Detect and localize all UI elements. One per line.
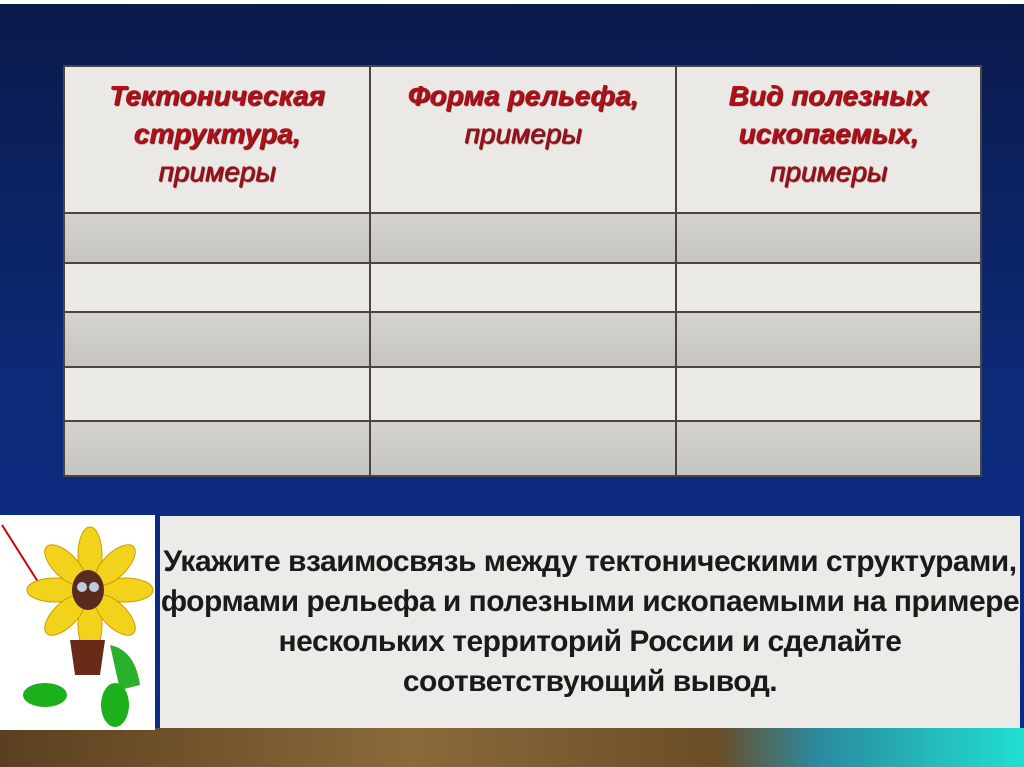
- mascot-image: [0, 515, 155, 730]
- table-row: [63, 311, 982, 368]
- task-box: Укажите взаимосвязь между тектоническими…: [160, 516, 1020, 728]
- header-subtitle: примеры: [464, 118, 582, 149]
- table-row: [63, 262, 982, 313]
- header-subtitle: примеры: [158, 156, 276, 187]
- header-title: Вид полезных ископаемых,: [728, 80, 929, 149]
- table-cell[interactable]: [675, 420, 982, 477]
- table-cell[interactable]: [63, 420, 371, 477]
- table-cell[interactable]: [675, 212, 982, 264]
- table-cell[interactable]: [369, 420, 677, 477]
- header-title: Форма рельефа,: [407, 80, 639, 111]
- table-cell[interactable]: [63, 311, 371, 368]
- top-border: [0, 0, 1024, 4]
- header-subtitle: примеры: [769, 156, 888, 187]
- header-title: Тектоническая структура,: [109, 80, 325, 149]
- table-cell[interactable]: [369, 366, 677, 422]
- task-text: Укажите взаимосвязь между тектоническими…: [160, 545, 1020, 698]
- table-cell[interactable]: [63, 366, 371, 422]
- table-cell[interactable]: [63, 262, 371, 313]
- header-cell: Форма рельефа, примеры: [369, 65, 677, 214]
- header-cell: Тектоническая структура, примеры: [63, 65, 371, 214]
- data-table: Тектоническая структура, примеры Форма р…: [63, 65, 982, 477]
- table-cell[interactable]: [369, 212, 677, 264]
- table-header-row: Тектоническая структура, примеры Форма р…: [63, 65, 982, 214]
- sunflower-character-icon: [1, 524, 154, 727]
- table-cell[interactable]: [369, 311, 677, 368]
- table-cell[interactable]: [369, 262, 677, 313]
- table-row: [63, 420, 982, 477]
- table-cell[interactable]: [675, 311, 982, 368]
- terrain-strip: [0, 728, 1024, 767]
- table-cell[interactable]: [675, 262, 982, 313]
- header-cell: Вид полезных ископаемых, примеры: [675, 65, 982, 214]
- table-row: [63, 212, 982, 264]
- table-cell[interactable]: [63, 212, 371, 264]
- table-row: [63, 366, 982, 422]
- table-cell[interactable]: [675, 366, 982, 422]
